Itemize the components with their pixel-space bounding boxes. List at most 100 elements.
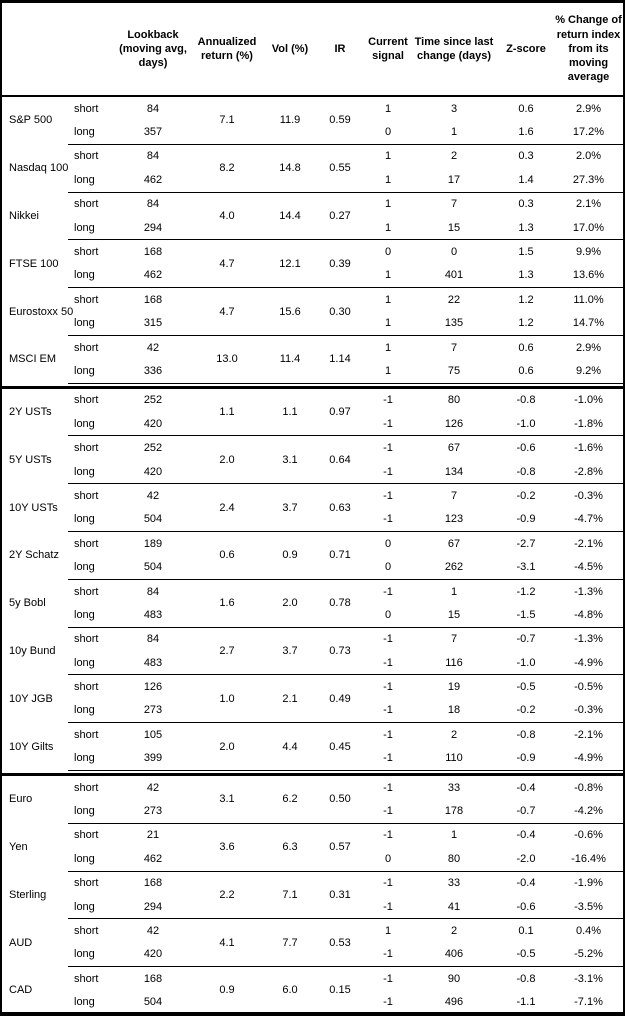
- pct-change-cell-short: -1.6%: [574, 442, 603, 455]
- zscore-cell-long: -0.9: [516, 752, 536, 765]
- leg-label-short: short: [74, 972, 99, 985]
- lookback-cell-long: 357: [143, 126, 163, 139]
- asset-group-row: 10Y USTs short 42 2.4 3.7 0.63 -1 7 -0.2…: [2, 484, 623, 531]
- lookback-cell-short: 42: [146, 781, 160, 794]
- zscore-cell-short: -0.7: [516, 633, 536, 646]
- vol-cell: 6.2: [282, 793, 298, 806]
- vol-cell: 4.4: [282, 740, 298, 753]
- lookback-cell-long: 504: [143, 561, 163, 574]
- ir-cell: 0.55: [329, 162, 351, 175]
- lookback-cell-short: 42: [146, 341, 160, 354]
- vol-cell: 11.9: [279, 114, 301, 127]
- vol-cell: 1.1: [282, 406, 298, 419]
- zscore-cell-long: 1.3: [518, 269, 534, 282]
- ir-cell: 0.49: [329, 692, 351, 705]
- asset-group-row: Sterling short 168 2.2 7.1 0.31 -1 33 -0…: [2, 872, 623, 919]
- time-cell-short: 7: [450, 633, 458, 646]
- signal-cell-long: -1: [383, 513, 393, 526]
- annualized-return-cell: 1.0: [219, 692, 235, 705]
- leg-label-short: short: [74, 394, 99, 407]
- lookback-cell-long: 273: [143, 704, 163, 717]
- time-cell-long: 496: [444, 996, 464, 1009]
- time-cell-long: 18: [447, 704, 461, 717]
- lookback-cell-short: 168: [143, 877, 163, 890]
- zscore-cell-short: -0.4: [516, 877, 536, 890]
- group-separator-line: [68, 435, 623, 437]
- group-separator-line: [68, 483, 623, 485]
- lookback-cell-long: 315: [143, 317, 163, 330]
- lookback-cell-short: 189: [143, 537, 163, 550]
- group-separator-line: [68, 239, 623, 241]
- pct-change-cell-long: 17.0%: [572, 221, 605, 234]
- asset-name-cell: MSCI EM: [9, 353, 57, 366]
- leg-label-long: long: [74, 561, 95, 574]
- time-cell-long: 15: [447, 608, 461, 621]
- vol-cell: 6.0: [282, 984, 298, 997]
- leg-label-long: long: [74, 805, 95, 818]
- time-cell-short: 1: [450, 829, 458, 842]
- vol-cell: 12.1: [279, 257, 301, 270]
- asset-group-row: Nasdaq 100 short 84 8.2 14.8 0.55 1 2 0.…: [2, 145, 623, 192]
- zscore-cell-long: -2.0: [516, 852, 536, 865]
- leg-label-short: short: [74, 681, 99, 694]
- leg-label-long: long: [74, 900, 95, 913]
- time-cell-short: 33: [447, 877, 461, 890]
- pct-change-cell-long: 13.6%: [572, 269, 605, 282]
- time-cell-long: 41: [447, 900, 461, 913]
- signal-cell-long: -1: [383, 417, 393, 430]
- time-cell-short: 7: [450, 489, 458, 502]
- ir-cell: 0.15: [329, 984, 351, 997]
- asset-name-cell: CAD: [9, 984, 33, 997]
- time-cell-long: 17: [447, 173, 461, 186]
- lookback-cell-short: 168: [143, 246, 163, 259]
- leg-label-long: long: [74, 608, 95, 621]
- signal-cell-long: 1: [384, 317, 392, 330]
- signal-cell-short: -1: [383, 829, 393, 842]
- asset-name-cell: Yen: [9, 841, 28, 854]
- asset-name-cell: 5Y USTs: [9, 453, 52, 466]
- pct-change-cell-short: -1.9%: [574, 877, 603, 890]
- signal-cell-long: 0: [384, 852, 392, 865]
- time-cell-short: 33: [447, 781, 461, 794]
- leg-label-long: long: [74, 269, 95, 282]
- pct-change-cell-short: 2.0%: [575, 150, 602, 163]
- vol-cell: 14.4: [279, 209, 301, 222]
- pct-change-cell-short: 9.9%: [575, 246, 602, 259]
- pct-change-cell-long: -0.3%: [574, 704, 603, 717]
- zscore-cell-long: -0.9: [516, 513, 536, 526]
- header-time-since-change: Time since last change (days): [414, 35, 494, 62]
- leg-label-short: short: [74, 102, 99, 115]
- asset-group-row: Yen short 21 3.6 6.3 0.57 -1 1 -0.4 -0.6…: [2, 824, 623, 871]
- zscore-cell-long: -0.8: [516, 465, 536, 478]
- leg-label-short: short: [74, 728, 99, 741]
- group-separator-line: [68, 143, 623, 145]
- pct-change-cell-long: -16.4%: [571, 852, 606, 865]
- asset-name-cell: FTSE 100: [9, 257, 59, 270]
- lookback-cell-short: 168: [143, 293, 163, 306]
- leg-label-long: long: [74, 948, 95, 961]
- header-vol: Vol (%): [271, 42, 309, 55]
- asset-group-row: MSCI EM short 42 13.0 11.4 1.14 1 7 0.6 …: [2, 336, 623, 383]
- group-separator-line: [68, 191, 623, 193]
- lookback-cell-long: 294: [143, 900, 163, 913]
- leg-label-long: long: [74, 513, 95, 526]
- time-cell-short: 1: [450, 585, 458, 598]
- table-header-row: Lookback (moving avg, days) Annualized r…: [2, 3, 623, 97]
- time-cell-long: 75: [447, 364, 461, 377]
- vol-cell: 11.4: [279, 353, 301, 366]
- annualized-return-cell: 1.6: [219, 597, 235, 610]
- lookback-cell-long: 273: [143, 805, 163, 818]
- pct-change-cell-short: 11.0%: [573, 293, 604, 306]
- zscore-cell-long: 1.6: [518, 126, 534, 139]
- annualized-return-cell: 4.7: [219, 305, 235, 318]
- group-separator-line: [68, 966, 623, 968]
- lookback-cell-long: 462: [143, 269, 163, 282]
- lookback-cell-long: 294: [143, 221, 163, 234]
- group-separator-line: [68, 722, 623, 724]
- signal-cell-short: 1: [384, 293, 392, 306]
- pct-change-cell-long: -4.5%: [574, 561, 603, 574]
- annualized-return-cell: 3.1: [219, 793, 235, 806]
- header-z-score: Z-score: [506, 42, 546, 55]
- annualized-return-cell: 4.0: [219, 209, 235, 222]
- pct-change-cell-short: -0.3%: [574, 489, 603, 502]
